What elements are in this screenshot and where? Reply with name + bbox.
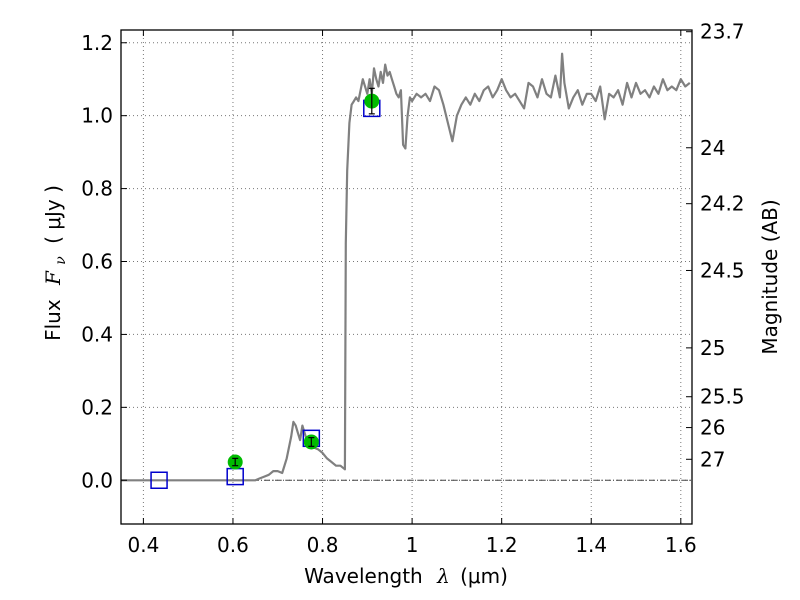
x-tick-label: 0.4 — [127, 533, 159, 557]
x-tick-label: 1 — [406, 533, 419, 557]
y2-axis-title: Magnitude (AB) — [758, 199, 782, 354]
y2-tick-label: 24.2 — [700, 192, 745, 216]
y-axis-right: 23.7 24 24.2 24.5 25 25.5 26 27 — [686, 20, 745, 471]
y2-tick-label: 24.5 — [700, 258, 745, 282]
y-tick-label: 0.8 — [81, 177, 113, 201]
x-tick-label: 1.2 — [486, 533, 518, 557]
x-tick-label: 1.4 — [575, 533, 607, 557]
y2-tick-label: 26 — [700, 416, 725, 440]
x-tick-label: 0.8 — [307, 533, 339, 557]
y-tick-label: 0.4 — [81, 322, 113, 346]
x-axis-title-symbol: λ — [436, 564, 450, 588]
y-axis-title-unit: ( μJy ) — [41, 185, 65, 244]
y-axis-left: 0.0 0.2 0.4 0.6 0.8 1.0 1.2 — [81, 31, 127, 492]
x-axis-title-unit: (μm) — [460, 564, 508, 588]
y2-tick-label: 24 — [700, 136, 725, 160]
model-point-box — [226, 467, 244, 486]
y-tick-label: 0.0 — [81, 468, 113, 492]
plot-frame — [120, 29, 693, 525]
y-tick-label: 1.2 — [81, 31, 113, 55]
x-axis: 0.4 0.6 0.8 1 1.2 1.4 1.6 — [127, 30, 697, 557]
y2-tick-label: 25.5 — [700, 385, 745, 409]
y-tick-label: 1.0 — [81, 104, 113, 128]
y-axis-title: Flux F ν ( μJy ) — [41, 185, 70, 341]
spectrum-line — [121, 52, 691, 482]
y-tick-label: 0.2 — [81, 395, 113, 419]
y-axis-title-text: Flux — [41, 299, 65, 341]
x-tick-label: 0.6 — [217, 533, 249, 557]
x-axis-title: Wavelength λ (μm) — [304, 564, 508, 588]
y-axis-title-subscript: ν — [53, 256, 69, 265]
y-axis-title-symbol: F — [41, 270, 65, 286]
spectrum-series — [121, 52, 691, 482]
y2-tick-label: 27 — [700, 447, 725, 471]
x-tick-label: 1.6 — [665, 533, 697, 557]
x-axis-title-text: Wavelength — [304, 564, 423, 588]
y-tick-label: 0.6 — [81, 250, 113, 274]
y2-tick-label: 25 — [700, 336, 725, 360]
observed-photometry-series — [227, 87, 380, 470]
model-point-box — [150, 471, 168, 490]
y2-tick-label: 23.7 — [700, 20, 745, 44]
